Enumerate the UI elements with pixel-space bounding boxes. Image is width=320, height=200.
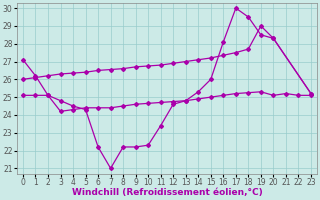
X-axis label: Windchill (Refroidissement éolien,°C): Windchill (Refroidissement éolien,°C): [72, 188, 262, 197]
